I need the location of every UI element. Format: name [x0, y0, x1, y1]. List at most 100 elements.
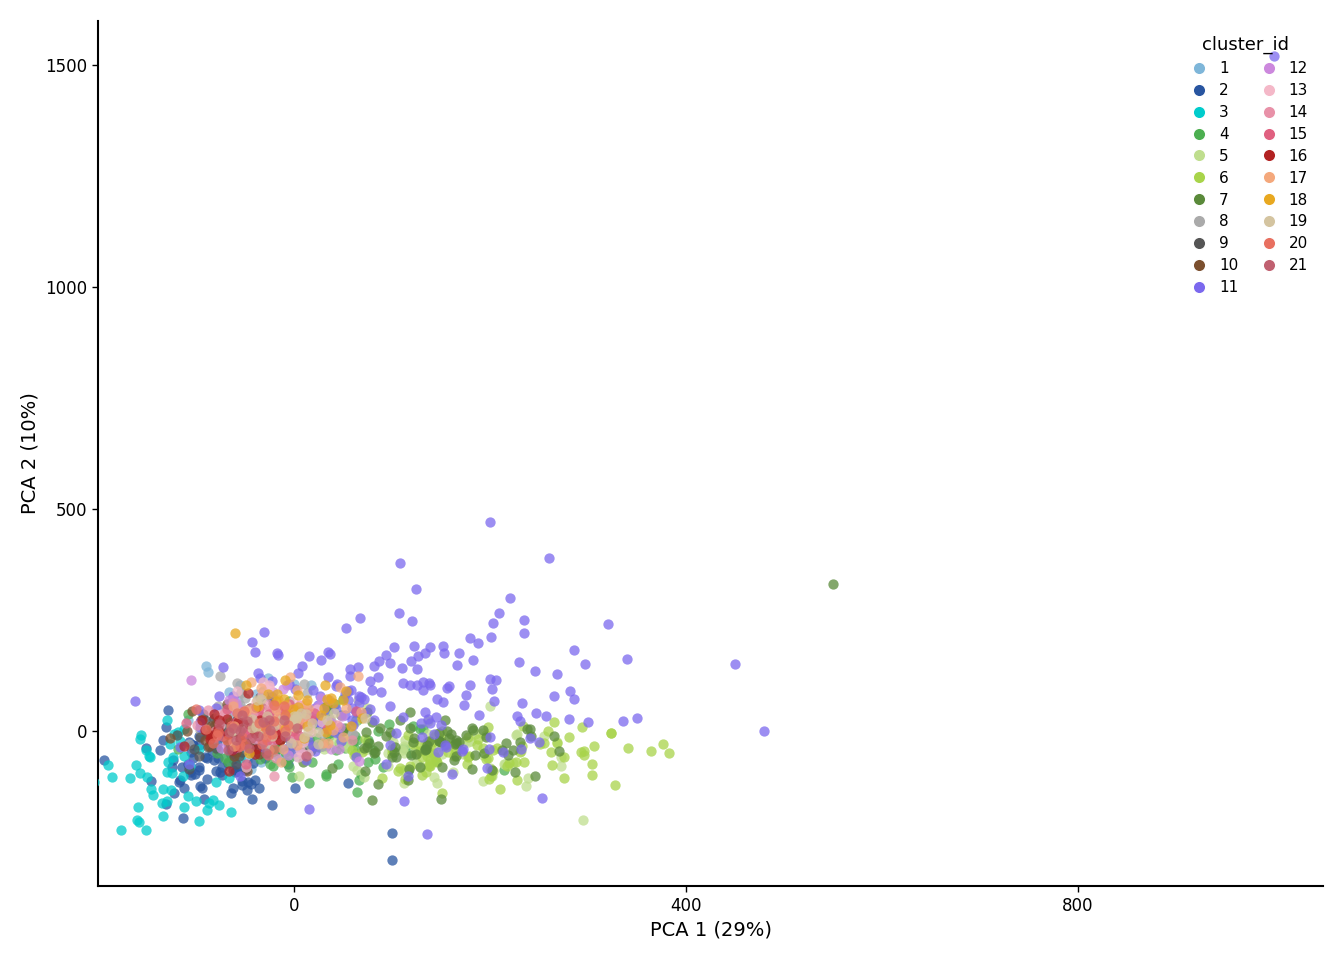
Point	[362, 683, 383, 698]
Point	[136, 740, 157, 756]
Point	[172, 810, 194, 826]
Point	[297, 700, 319, 715]
Point	[403, 638, 425, 654]
Point	[413, 674, 434, 689]
Point	[543, 714, 564, 730]
Point	[263, 720, 285, 735]
Point	[617, 741, 638, 756]
Point	[239, 701, 261, 716]
Point	[220, 741, 242, 756]
Point	[274, 755, 296, 770]
Point	[325, 742, 347, 757]
Point	[228, 701, 250, 716]
Point	[259, 717, 281, 732]
Point	[172, 768, 194, 783]
Point	[328, 756, 349, 772]
Point	[177, 712, 199, 728]
Point	[207, 716, 228, 732]
Point	[284, 719, 305, 734]
Point	[335, 686, 356, 702]
Point	[238, 708, 259, 723]
Point	[507, 708, 528, 724]
Point	[503, 742, 524, 757]
Point	[216, 754, 238, 769]
Point	[276, 697, 297, 712]
Point	[271, 713, 293, 729]
Point	[227, 712, 249, 728]
Point	[296, 753, 317, 768]
Point	[297, 746, 319, 761]
Point	[220, 785, 242, 801]
Point	[243, 716, 265, 732]
Point	[480, 730, 501, 745]
Point	[258, 686, 280, 702]
Point	[278, 693, 300, 708]
Point	[371, 684, 392, 699]
Point	[433, 694, 454, 709]
Point	[212, 730, 234, 745]
Point	[452, 743, 473, 758]
Point	[519, 721, 540, 736]
Point	[488, 605, 509, 620]
Point	[316, 739, 337, 755]
Point	[218, 743, 239, 758]
Point	[141, 774, 163, 789]
Point	[418, 727, 439, 742]
Point	[316, 768, 337, 783]
Point	[380, 698, 402, 713]
Point	[208, 717, 230, 732]
Point	[196, 726, 218, 741]
Point	[241, 719, 262, 734]
Point	[434, 712, 456, 728]
Point	[199, 796, 220, 811]
Point	[285, 682, 306, 697]
Point	[353, 740, 375, 756]
Point	[194, 791, 215, 806]
Point	[183, 737, 204, 753]
Point	[183, 741, 204, 756]
Point	[284, 719, 305, 734]
Point	[640, 744, 661, 759]
Point	[230, 721, 251, 736]
Point	[220, 748, 242, 763]
Point	[296, 695, 317, 710]
Point	[124, 693, 145, 708]
Point	[320, 718, 341, 733]
Point	[238, 740, 259, 756]
Point	[429, 731, 450, 746]
Point	[406, 677, 427, 692]
Point	[253, 732, 274, 747]
Point	[263, 745, 285, 760]
Point	[231, 730, 253, 745]
Point	[282, 708, 304, 724]
Point	[462, 652, 484, 667]
Point	[513, 625, 535, 640]
Point	[224, 764, 246, 780]
Point	[293, 744, 314, 759]
Point	[419, 678, 441, 693]
Point	[478, 771, 500, 786]
Point	[226, 714, 247, 730]
Point	[255, 732, 277, 748]
Point	[212, 750, 234, 765]
Point	[211, 710, 233, 726]
Point	[137, 749, 159, 764]
Point	[238, 737, 259, 753]
Point	[231, 708, 253, 723]
Point	[277, 724, 298, 739]
Point	[284, 712, 305, 728]
Point	[238, 706, 259, 721]
Point	[524, 769, 546, 784]
Point	[159, 731, 180, 746]
Point	[219, 730, 241, 745]
Point	[430, 717, 452, 732]
Point	[228, 732, 250, 748]
Point	[509, 741, 531, 756]
Point	[552, 749, 574, 764]
Point	[183, 737, 204, 753]
Point	[261, 744, 282, 759]
Point	[411, 722, 433, 737]
Point	[245, 699, 266, 714]
Point	[542, 757, 563, 773]
Point	[218, 705, 239, 720]
